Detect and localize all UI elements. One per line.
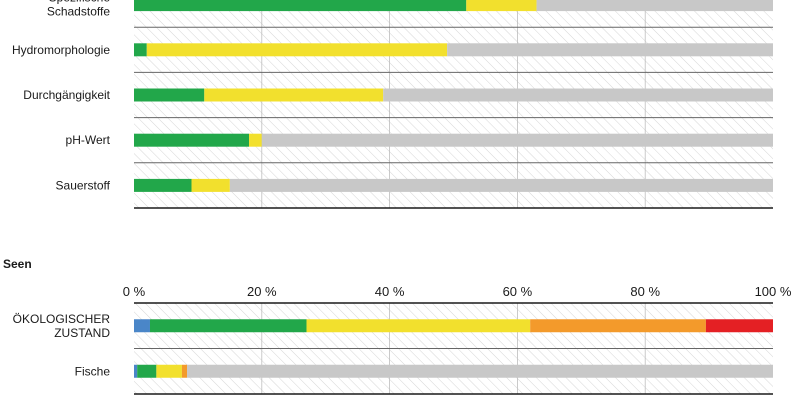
bar-segment-fische-0: [134, 364, 138, 378]
bar-segment-fische-3: [181, 364, 188, 378]
category-label-sauerstoff: Sauerstoff: [56, 178, 111, 192]
x-tick-label: 80 %: [630, 284, 660, 299]
category-label-ph-wert: pH-Wert: [66, 133, 111, 147]
rivers-panel: SpezifischeSchadstoffe Hydromorphologie Du…: [12, 0, 774, 209]
bar-segment-oekologischer-zustand-0: [134, 319, 150, 333]
category-label-fische: Fische: [75, 364, 111, 378]
plot-background: [134, 0, 773, 208]
bar-segment-spezifische-schadstoffe-1: [466, 0, 537, 12]
category-label-spezifische-schadstoffe: SpezifischeSchadstoffe: [47, 0, 110, 19]
bar-segment-sauerstoff-0: [134, 178, 192, 192]
x-tick-label: 0 %: [123, 284, 146, 299]
bar-segment-sauerstoff-1: [191, 178, 230, 192]
bar-segment-spezifische-schadstoffe-2: [536, 0, 773, 12]
bar-segment-hydromorphologie-0: [134, 43, 147, 57]
bar-segment-oekologischer-zustand-1: [149, 319, 307, 333]
x-tick-label: 20 %: [247, 284, 277, 299]
bar-segment-oekologischer-zustand-2: [306, 319, 531, 333]
category-label-oekologischer-zustand: ÖKOLOGISCHER ZUSTAND: [13, 312, 111, 340]
bar-segment-durchgaengigkeit-2: [383, 88, 773, 102]
bar-segment-sauerstoff-2: [229, 178, 774, 192]
bar-segment-oekologischer-zustand-3: [530, 319, 706, 333]
bar-segment-durchgaengigkeit-0: [134, 88, 205, 102]
bar-segment-ph-wert-2: [261, 133, 773, 147]
bar-segment-hydromorphologie-1: [146, 43, 448, 57]
bar-segment-oekologischer-zustand-4: [705, 319, 773, 333]
x-tick-label: 60 %: [503, 284, 533, 299]
bar-segment-ph-wert-1: [249, 133, 262, 147]
bar-segment-fische-5: [187, 364, 774, 378]
bar-segment-fische-1: [137, 364, 157, 378]
bar-segment-hydromorphologie-2: [447, 43, 773, 57]
x-tick-label: 100 %: [755, 284, 792, 299]
bar-segment-spezifische-schadstoffe-0: [134, 0, 467, 12]
section-title-seen: Seen: [3, 257, 32, 271]
bar-segment-fische-2: [156, 364, 182, 378]
category-label-hydromorphologie: Hydromorphologie: [12, 43, 110, 57]
lakes-panel: ÖKOLOGISCHER ZUSTAND Fische 0 % 20 % 40 % 60 %…: [13, 284, 792, 395]
category-label-durchgaengigkeit: Durchgängigkeit: [23, 88, 110, 102]
bar-segment-durchgaengigkeit-1: [204, 88, 384, 102]
x-tick-label: 40 %: [375, 284, 405, 299]
bar-segment-ph-wert-0: [134, 133, 250, 147]
